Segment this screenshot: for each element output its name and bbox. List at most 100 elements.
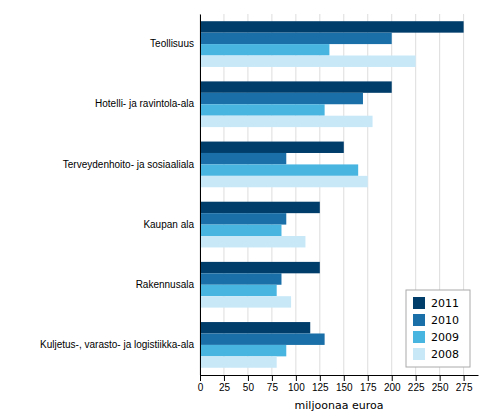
y-tick-label: Hotelli- ja ravintola-ala xyxy=(95,98,194,109)
series xyxy=(200,33,392,345)
x-tick-label: 25 xyxy=(219,382,231,393)
x-tick-label: 50 xyxy=(243,382,255,393)
chart: 0 25 50 75 100 125 150 175 200 225 250 275 Teollisuu… xyxy=(0,0,494,419)
grid-line xyxy=(223,14,224,375)
legend-item: 2009 xyxy=(413,331,459,344)
x-tick-mark xyxy=(392,375,393,381)
y-tick-label: Kuljetus-, varasto- ja logistiikka-ala xyxy=(40,339,194,350)
grid-line xyxy=(295,14,296,375)
bar xyxy=(200,225,281,236)
x-tick: 75 xyxy=(267,375,279,393)
plot: 0 25 50 75 100 125 150 175 200 225 250 275 Teollisuu… xyxy=(40,14,478,393)
bar xyxy=(200,322,310,333)
x-axis-title: miljoonaa euroa xyxy=(295,399,384,412)
bar xyxy=(200,56,416,67)
x-tick-mark xyxy=(296,375,297,381)
legend-item: 2011 xyxy=(413,297,459,310)
x-tick-mark xyxy=(320,375,321,381)
x-tick-label: 100 xyxy=(288,382,305,393)
bar xyxy=(200,356,277,367)
x-tick-label: 175 xyxy=(360,382,377,393)
legend-item: 2008 xyxy=(413,348,459,361)
x-tick-label: 200 xyxy=(384,382,401,393)
series xyxy=(200,21,464,333)
bar xyxy=(200,142,344,153)
bar xyxy=(200,273,281,284)
bar xyxy=(200,21,464,32)
legend-item: 2010 xyxy=(413,314,459,327)
bar xyxy=(200,202,320,213)
grid-line xyxy=(319,14,320,375)
x-tick: 225 xyxy=(408,375,425,393)
legend-box xyxy=(406,290,470,367)
x-tick: 50 xyxy=(243,375,255,393)
x-tick-mark xyxy=(440,375,441,381)
legend: 2011 2010 2009 2008 xyxy=(406,290,470,367)
x-tick-mark xyxy=(344,375,345,381)
legend-label: 2010 xyxy=(431,314,459,327)
x-tick-mark xyxy=(464,375,465,381)
grid xyxy=(200,14,464,375)
x-tick-mark xyxy=(248,375,249,381)
x-tick: 175 xyxy=(360,375,377,393)
legend-label: 2009 xyxy=(431,331,459,344)
bar xyxy=(200,164,358,175)
bar xyxy=(200,296,291,307)
x-tick: 275 xyxy=(456,375,473,393)
x-tick: 150 xyxy=(336,375,353,393)
legend-label: 2011 xyxy=(431,297,459,310)
bar xyxy=(200,236,305,247)
y-tick: Hotelli- ja ravintola-ala xyxy=(95,98,200,109)
bar xyxy=(200,116,373,127)
x-tick-label: 150 xyxy=(336,382,353,393)
y-tick-label: Teollisuus xyxy=(150,38,194,49)
x-axis-line xyxy=(201,375,479,376)
grid-line xyxy=(391,14,392,375)
bar xyxy=(200,33,392,44)
series xyxy=(200,56,416,368)
x-tick-mark xyxy=(200,375,201,381)
y-axis-line xyxy=(200,15,201,376)
grid-line xyxy=(200,14,201,375)
x-tick: 0 xyxy=(198,375,204,393)
x-tick-mark xyxy=(224,375,225,381)
legend-label: 2008 xyxy=(431,348,459,361)
y-tick: Teollisuus xyxy=(150,38,200,49)
bar xyxy=(200,104,325,115)
x-tick-mark xyxy=(272,375,273,381)
bar xyxy=(200,213,286,224)
grid-line xyxy=(247,14,248,375)
grid-line xyxy=(367,14,368,375)
x-tick: 250 xyxy=(432,375,449,393)
x-tick-label: 75 xyxy=(267,382,279,393)
y-tick-label: Kaupan ala xyxy=(143,219,194,230)
legend-swatch xyxy=(413,348,425,360)
bar xyxy=(200,93,363,104)
x-tick-label: 275 xyxy=(456,382,473,393)
grid-line xyxy=(271,14,272,375)
y-tick: Terveydenhoito- ja sosiaaliala xyxy=(63,159,200,170)
bar xyxy=(200,81,392,92)
y-tick-label: Rakennusala xyxy=(136,279,195,290)
bar xyxy=(200,153,286,164)
bar xyxy=(200,262,320,273)
legend-swatch xyxy=(413,331,425,343)
grid-line xyxy=(343,14,344,375)
x-tick-label: 125 xyxy=(312,382,329,393)
x-tick: 125 xyxy=(312,375,329,393)
y-tick: Rakennusala xyxy=(136,279,200,290)
y-axis: Teollisuus Hotelli- ja ravintola-ala Terve… xyxy=(40,15,200,376)
x-tick-mark xyxy=(368,375,369,381)
x-tick-label: 225 xyxy=(408,382,425,393)
y-tick: Kaupan ala xyxy=(143,219,200,230)
y-tick-label: Terveydenhoito- ja sosiaaliala xyxy=(63,159,195,170)
bar xyxy=(200,44,329,55)
bar xyxy=(200,345,286,356)
x-tick: 25 xyxy=(219,375,231,393)
legend-swatch xyxy=(413,297,425,309)
x-tick: 200 xyxy=(384,375,401,393)
series xyxy=(200,44,358,356)
x-tick-label: 250 xyxy=(432,382,449,393)
x-tick-label: 0 xyxy=(198,382,204,393)
bar xyxy=(200,285,277,296)
